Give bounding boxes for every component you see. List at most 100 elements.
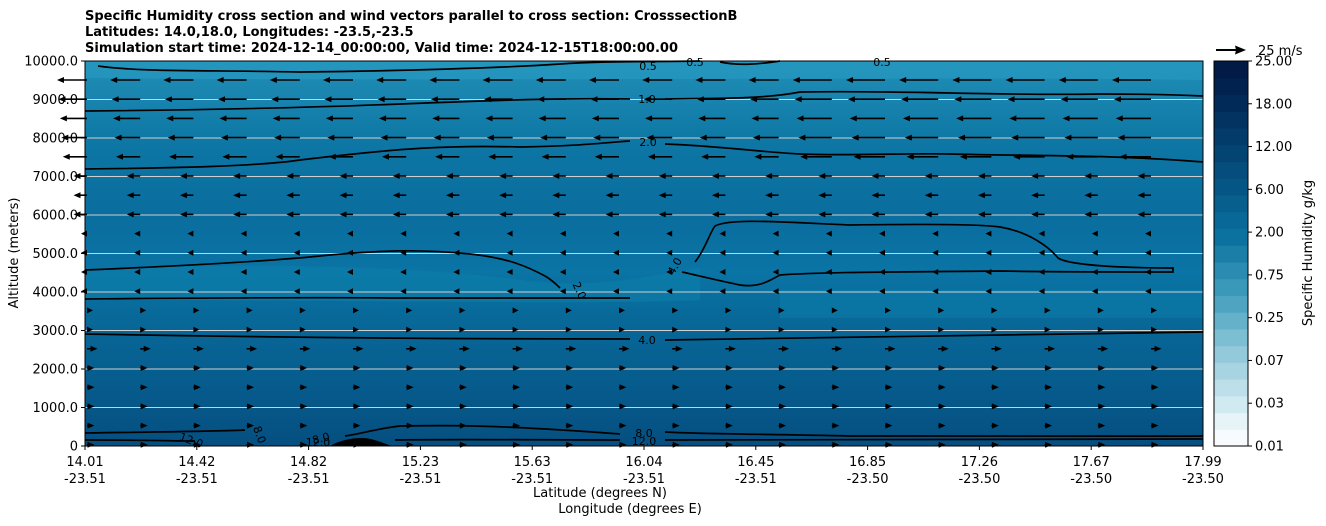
wind-vector-arrow — [698, 115, 726, 122]
wind-vector-arrow — [1145, 230, 1151, 237]
wind-vector-arrow — [220, 134, 247, 141]
wind-vector-arrow — [559, 288, 566, 295]
wind-vector-arrow — [400, 288, 407, 295]
wind-vector-arrow — [299, 307, 306, 314]
wind-vector-arrow — [459, 365, 467, 371]
contour-8.0 — [84, 424, 1204, 438]
x-tick-label-latitude: 14.82 — [290, 455, 327, 470]
wind-vector-arrow — [193, 422, 201, 429]
wind-vector-arrow — [672, 384, 680, 391]
x-tick-label-longitude: -23.50 — [1070, 472, 1112, 487]
wind-vector-arrow — [619, 384, 627, 391]
wind-vector-arrow — [672, 365, 680, 371]
wind-vector-arrow — [187, 288, 194, 295]
terrain-peak — [330, 438, 392, 446]
wind-vector-arrow — [932, 288, 939, 295]
wind-vector-arrow — [81, 249, 87, 256]
wind-vector-arrow — [347, 288, 353, 295]
wind-vector-arrow — [134, 269, 141, 275]
wind-vector-arrow — [445, 211, 460, 218]
wind-vector-arrow — [325, 115, 353, 122]
wind-vector-arrow — [512, 307, 519, 314]
contour-label: 8.0 — [311, 430, 331, 447]
wind-vector-arrow — [432, 115, 460, 122]
wind-vector-arrow — [293, 269, 300, 275]
colorbar-label: Specific Humidity g/kg — [1301, 180, 1316, 326]
colorbar-tick-label: 0.25 — [1255, 311, 1284, 326]
wind-vector-arrow — [818, 173, 832, 179]
wind-vector-arrow — [885, 403, 893, 410]
wind-vector-arrow — [646, 134, 673, 141]
wind-vector-arrow — [406, 384, 414, 391]
wind-vector-arrow — [353, 326, 359, 333]
wind-vector-arrow — [535, 77, 566, 83]
wind-vector-arrow — [1137, 173, 1151, 179]
wind-vector-arrow — [193, 345, 204, 352]
wind-vector-arrow — [725, 422, 733, 429]
colorbar-tick-label: 0.07 — [1255, 354, 1284, 369]
wind-vector-arrow — [406, 326, 413, 333]
colorbar-segment — [1214, 161, 1248, 179]
wind-vector-arrow — [1044, 365, 1053, 371]
wind-vector-arrow — [445, 192, 460, 199]
wind-vector-arrow — [222, 153, 247, 160]
wind-vector-arrow — [87, 384, 95, 391]
colorbar-segment — [1214, 178, 1248, 196]
wind-vector-arrow — [286, 173, 300, 179]
y-axis: 0 1000.0 2000.0 3000.0 4000.0 5000.0 6000.0 700… — [24, 55, 85, 455]
wind-vector-arrow — [406, 403, 414, 410]
wind-vector-arrow — [453, 269, 460, 275]
wind-vector-arrow — [924, 211, 939, 218]
wind-vector-arrow — [725, 365, 733, 371]
wind-vector-arrow — [459, 307, 466, 314]
wind-vector-arrow — [619, 422, 627, 429]
wind-vector-arrow — [1145, 288, 1151, 295]
wind-vector-arrow — [193, 365, 201, 371]
wind-vector-arrow — [400, 269, 407, 275]
wind-vector-arrow — [666, 249, 673, 256]
wind-vector-arrow — [193, 307, 200, 314]
wind-vector-arrow — [938, 307, 945, 314]
wind-vector-arrow — [299, 345, 311, 352]
wind-vector-arrow — [798, 134, 832, 141]
wind-vector-arrow — [1005, 77, 1045, 83]
wind-vector-arrow — [871, 211, 885, 218]
wind-vector-arrow — [778, 365, 787, 371]
wind-vector-arrow — [1044, 384, 1053, 391]
x-tick-label-latitude: 16.85 — [849, 455, 886, 470]
wind-vector-arrow — [485, 115, 513, 122]
wind-vector-arrow — [565, 345, 577, 352]
wind-vector-arrow — [506, 230, 513, 237]
x-tick-label-latitude: 16.04 — [625, 455, 662, 470]
y-tick-label: 1000.0 — [33, 401, 79, 416]
wind-vector-arrow — [594, 153, 619, 160]
wind-vector-arrow — [392, 211, 407, 218]
wind-vector-arrow — [400, 230, 407, 237]
wind-vector-arrow — [1031, 211, 1045, 218]
wind-vector-arrow — [1038, 288, 1045, 295]
wind-vector-arrow — [938, 422, 946, 429]
colorbar-segment — [1214, 295, 1248, 313]
x-tick-label-longitude: -23.51 — [735, 472, 777, 487]
wind-vector-arrow — [73, 192, 87, 199]
wind-vector-arrow — [459, 403, 467, 410]
wind-vector-arrow — [985, 288, 992, 295]
wind-vector-arrow — [613, 269, 619, 275]
wind-vector-arrow — [605, 173, 619, 179]
wind-vector-arrow — [885, 384, 893, 391]
y-axis-label: Altitude (meters) — [7, 198, 22, 309]
wind-vector-arrow — [1151, 365, 1159, 371]
x-tick-label-latitude: 14.42 — [178, 455, 215, 470]
wind-vector-arrow — [87, 345, 98, 352]
wind-vector-arrow — [353, 345, 364, 352]
wind-vector-arrow — [985, 249, 992, 256]
wind-vector-arrow — [559, 269, 566, 275]
wind-vector-arrow — [725, 326, 732, 333]
wind-vector-arrow — [719, 269, 726, 275]
wind-vector-arrow — [499, 192, 513, 199]
wind-vector-arrow — [339, 192, 353, 199]
wind-vector-arrow — [293, 230, 300, 237]
wind-vector-arrow — [275, 153, 300, 160]
wind-vector-arrow — [772, 230, 779, 237]
wind-vector-arrow — [486, 134, 513, 141]
